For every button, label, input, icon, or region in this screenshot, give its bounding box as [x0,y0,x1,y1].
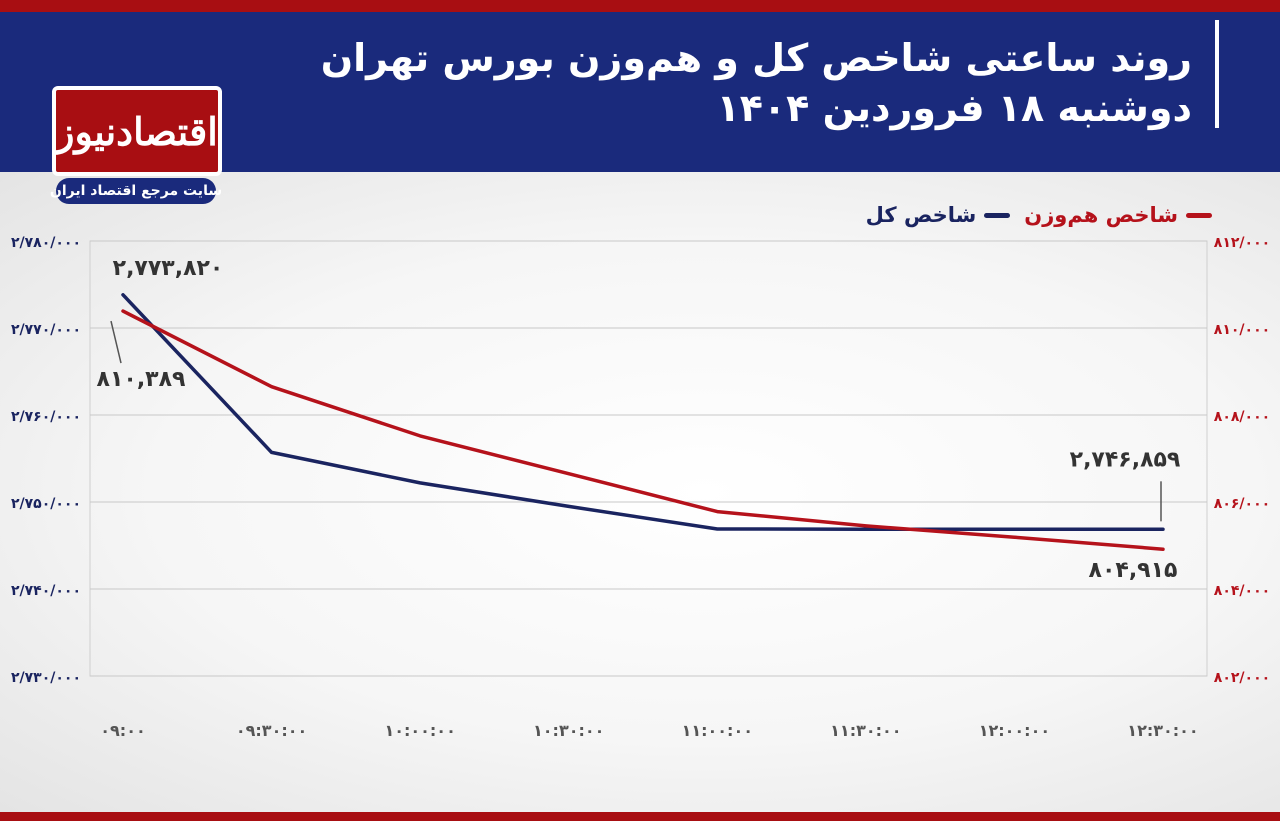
legend-swatch-total [984,212,1011,218]
x-tick-label: ۱۲:۳۰:۰۰ [1127,721,1198,740]
series-line-equal-weight [121,309,1165,551]
brand-logo[interactable]: اقتصادنیوز [52,86,222,176]
y-left-tick-label: ۲/۷۷۰/۰۰۰ [11,322,81,338]
page-title: روند ساعتی شاخص کل و هم‌وزن بورس تهران [320,36,1192,80]
x-tick-label: ۱۱:۰۰:۰۰ [682,721,753,740]
y-left-tick-label: ۲/۷۶۰/۰۰۰ [11,409,81,425]
y-left-tick-label: ۲/۷۸۰/۰۰۰ [11,235,81,251]
legend-item-equal-weight: شاخص هم‌وزن [1024,203,1212,227]
x-tick-label: ۰۹:۰۰ [100,721,145,740]
chart-legend: شاخص هم‌وزن شاخص کل [866,203,1212,227]
x-tick-label: ۱۱:۳۰:۰۰ [830,721,901,740]
y-right-tick-label: ۸۰۸/۰۰۰ [1214,409,1270,425]
y-right-tick-label: ۸۱۲/۰۰۰ [1214,235,1270,251]
data-label: ۲,۷۷۳,۸۲۰ [113,256,224,281]
data-label: ۲,۷۴۶,۸۵۹ [1070,447,1181,472]
legend-swatch-equal-weight [1186,212,1212,218]
top-accent-stripe [0,0,1280,12]
y-right-tick-label: ۸۱۰/۰۰۰ [1214,322,1270,338]
plot-frame [89,240,1208,677]
legend-label-equal-weight: شاخص هم‌وزن [1024,203,1178,227]
x-tick-label: ۱۲:۰۰:۰۰ [979,721,1050,740]
x-tick-label: ۱۰:۳۰:۰۰ [533,721,604,740]
data-label: ۸۱۰,۳۸۹ [97,367,186,392]
y-right-tick-label: ۸۰۶/۰۰۰ [1214,496,1270,512]
x-tick-label: ۰۹:۳۰:۰۰ [236,721,307,740]
y-right-tick-label: ۸۰۴/۰۰۰ [1214,583,1270,599]
y-left-tick-label: ۲/۷۴۰/۰۰۰ [11,583,81,599]
series-line-total [121,293,1165,532]
legend-label-total: شاخص کل [865,203,977,227]
legend-item-total: شاخص کل [866,203,1011,227]
bottom-accent-stripe [0,812,1280,821]
x-tick-label: ۱۰:۰۰:۰۰ [384,721,455,740]
header-divider [1215,20,1219,128]
y-left-tick-label: ۲/۷۳۰/۰۰۰ [11,670,81,686]
data-label: ۸۰۴,۹۱۵ [1089,558,1178,583]
annotation-leader [110,320,122,364]
y-left-tick-label: ۲/۷۵۰/۰۰۰ [11,496,81,512]
brand-logo-text: اقتصادنیوز [56,108,218,154]
brand-tagline: سایت مرجع اقتصاد ایران [50,178,222,204]
y-right-tick-label: ۸۰۲/۰۰۰ [1214,670,1270,686]
page-subtitle: دوشنبه ۱۸ فروردین ۱۴۰۴ [716,86,1192,130]
